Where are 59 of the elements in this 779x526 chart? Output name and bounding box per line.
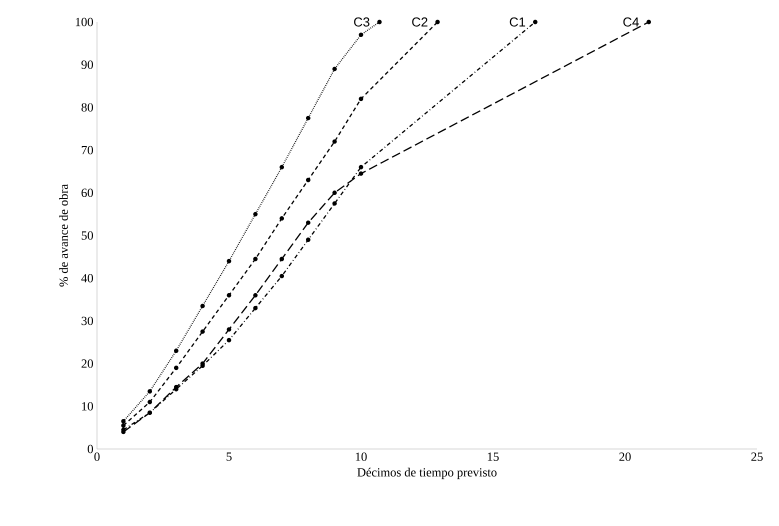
y-tick-label: 100 [76,18,93,26]
point [306,238,310,242]
y-tick-label: 80 [81,103,94,112]
point [226,338,232,342]
point [358,171,364,176]
point [306,178,310,182]
point [226,258,232,264]
point [280,164,284,170]
y-tick-label: 40 [81,274,94,282]
point [174,366,178,370]
point [306,116,310,120]
point [280,216,284,221]
x-tick-label: 5 [226,452,232,461]
point [306,220,310,225]
point [332,66,337,72]
x-tick-label: 0 [94,452,100,461]
point [148,400,152,404]
x-tick-label: 20 [619,452,631,461]
point [253,293,258,298]
y-tick-label: 30 [82,316,94,326]
x-tick-label: 15 [488,452,499,461]
point [358,32,364,38]
y-tick-label: 60 [82,188,94,198]
series-label: C2 [412,17,428,27]
point [253,306,258,310]
point [200,329,205,334]
point [121,423,126,428]
y-tick-label: 10 [82,402,94,411]
y-tick-label: 20 [82,359,94,368]
point [148,389,152,394]
x-axis-title: Décimos de tiempo previsto [357,468,497,480]
point [435,20,440,24]
series-label: C4 [623,17,639,27]
y-axis-title: % de avance de obra [59,184,68,287]
point [358,96,364,102]
point [226,293,232,298]
point [332,201,337,206]
point [646,20,652,24]
point [533,20,538,24]
y-tick-label: 50 [82,231,94,240]
point [332,190,337,196]
point [121,419,126,424]
y-tick-label: 90 [81,60,94,69]
point [174,348,178,354]
x-tick-label: 25 [751,452,763,461]
point [226,327,232,332]
x-tick-label: 10 [356,452,367,461]
y-tick-label: 0 [88,444,93,454]
point [358,164,364,170]
point [280,274,284,278]
point [280,256,284,262]
point [332,139,337,144]
point [253,256,258,262]
y-tick-label: 70 [82,146,94,154]
point [253,212,258,216]
series-label: C1 [510,17,526,27]
point [377,20,382,24]
series-label: C3 [354,17,370,27]
point [200,304,205,308]
